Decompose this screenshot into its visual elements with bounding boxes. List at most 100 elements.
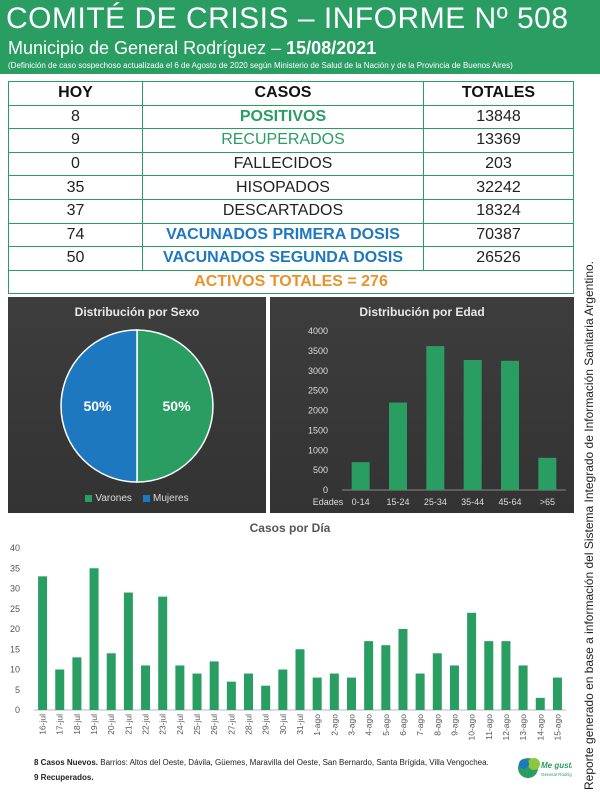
source-note: Reporte generado en base a información d… (582, 261, 596, 790)
dia-bar (381, 645, 391, 710)
dia-bar (449, 665, 459, 710)
dia-y-tick: 15 (10, 644, 20, 654)
dia-y-tick: 35 (10, 563, 20, 573)
legend-label-mujeres: Mujeres (153, 493, 189, 504)
row-caso: VACUNADOS PRIMERA DOSIS (142, 222, 424, 248)
edad-y-tick: 2000 (308, 406, 328, 416)
svg-text:General Rodríguez: General Rodríguez (541, 772, 572, 777)
edad-y-tick: 0 (323, 485, 328, 495)
dia-bar (501, 641, 511, 710)
dia-y-tick: 20 (10, 624, 20, 634)
sexo-chart-title: Distribución por Sexo (74, 305, 200, 319)
dia-x-tick: 7-ago (415, 714, 425, 736)
edad-y-tick: 1000 (308, 445, 328, 455)
table-row: 8 POSITIVOS 13848 (8, 104, 574, 130)
table-row: 9 RECUPERADOS 13369 (8, 128, 574, 153)
dia-x-tick: 26-jul (209, 714, 219, 735)
dia-bar (467, 612, 477, 710)
dia-bar (415, 673, 425, 710)
dia-x-tick: 2-ago (329, 714, 339, 736)
svg-text:Me gusta: Me gusta (541, 761, 572, 770)
pie-slice-varones (136, 329, 214, 483)
edad-bar-chart: 0 500 1000 1500 2000 2500 3000 3500 4000 Edades 0-… (308, 326, 566, 507)
col-header-hoy: HOY (8, 81, 143, 106)
edad-y-tick: 3500 (308, 346, 328, 356)
legend-label-varones: Varones (95, 493, 132, 504)
row-hoy: 37 (8, 198, 143, 224)
me-gusta-logo: Me gusta General Rodríguez (518, 758, 572, 778)
dia-y-tick: 5 (15, 685, 20, 695)
recuperados-note: 9 Recuperados. (34, 773, 94, 782)
sexo-pie-chart: 50% 50% (60, 329, 214, 483)
definition-note: (Definición de caso sospechoso actualiza… (8, 61, 513, 70)
edad-x-tick: >65 (540, 497, 555, 507)
report-title: COMITÉ DE CRISIS – INFORME Nº 508 (6, 2, 569, 35)
row-total: 203 (423, 151, 574, 177)
edad-y-tick: 3000 (308, 366, 328, 376)
dia-y-tick: 40 (10, 543, 20, 553)
dia-bar (364, 641, 374, 710)
dia-x-tick: 27-jul (226, 714, 236, 735)
dia-x-tick: 10-ago (467, 714, 477, 741)
dia-y-tick: 0 (15, 705, 20, 715)
activos-totales: ACTIVOS TOTALES = 276 (8, 269, 574, 295)
row-caso: POSITIVOS (142, 104, 424, 130)
dia-bar (346, 677, 356, 710)
row-hoy: 35 (8, 175, 143, 200)
dia-x-tick: 4-ago (364, 714, 374, 736)
col-header-totales: TOTALES (423, 81, 574, 106)
nuevos-casos-label: 8 Casos Nuevos. (34, 758, 99, 767)
nuevos-casos-barrios: Barrios: Altos del Oeste, Dávila, Güemes… (98, 758, 489, 767)
dia-x-tick: 20-jul (106, 714, 116, 735)
legend-swatch-mujeres (143, 494, 151, 502)
dia-y-tick: 30 (10, 584, 20, 594)
dia-bar (55, 669, 65, 710)
dia-x-tick: 16-jul (38, 714, 48, 735)
row-caso: RECUPERADOS (142, 128, 424, 153)
dia-bar (141, 665, 151, 710)
dia-bar (226, 681, 236, 710)
dia-bar (106, 653, 116, 710)
dia-x-tick: 25-jul (192, 714, 202, 735)
dia-x-tick: 12-ago (501, 714, 511, 741)
dia-x-tick: 23-jul (158, 714, 168, 735)
dia-bar-chart: 0 5 10 15 20 25 30 35 40 16-jul 17-jul 18-jul 19-jul… (10, 543, 566, 741)
dia-x-tick: 13-ago (518, 714, 528, 741)
edad-bar (351, 462, 370, 490)
table-header-row: HOY CASOS TOTALES (8, 81, 574, 106)
dia-bar (158, 596, 168, 710)
edad-bar (501, 360, 519, 490)
dia-y-tick: 25 (10, 604, 20, 614)
dia-bar (278, 669, 288, 710)
edad-bar (389, 402, 407, 490)
dia-bar (484, 641, 494, 710)
col-header-casos: CASOS (142, 81, 424, 106)
dia-bar (329, 673, 339, 710)
row-total: 18324 (423, 198, 574, 224)
row-total: 13848 (423, 104, 574, 130)
edad-x-tick: 0-14 (352, 497, 370, 507)
dia-bar (398, 629, 408, 710)
dia-bar (72, 657, 82, 710)
dia-bar (123, 592, 133, 710)
row-total: 13369 (423, 128, 574, 153)
dia-y-tick: 10 (10, 665, 20, 675)
row-hoy: 74 (8, 222, 143, 248)
edad-chart-title: Distribución por Edad (359, 305, 485, 319)
report-subtitle: Municipio de General Rodríguez – 15/08/2… (8, 38, 376, 59)
row-hoy: 9 (8, 128, 143, 153)
dia-bar (518, 665, 528, 710)
row-caso: HISOPADOS (142, 175, 424, 200)
dia-x-tick: 30-jul (278, 714, 288, 735)
dia-bar (192, 673, 202, 710)
edad-x-tick: 15-24 (386, 497, 409, 507)
report-header: COMITÉ DE CRISIS – INFORME Nº 508 Munici… (0, 0, 600, 74)
row-caso: VACUNADOS SEGUNDA DOSIS (142, 246, 424, 271)
dia-bar (244, 673, 254, 710)
dia-x-tick: 6-ago (398, 714, 408, 736)
dia-x-tick: 1-ago (312, 714, 322, 736)
edad-x-axis-label: Edades (313, 497, 344, 507)
table-row: 37 DESCARTADOS 18324 (8, 198, 574, 224)
legend-swatch-varones (85, 494, 93, 502)
report-date: 15/08/2021 (286, 38, 377, 58)
